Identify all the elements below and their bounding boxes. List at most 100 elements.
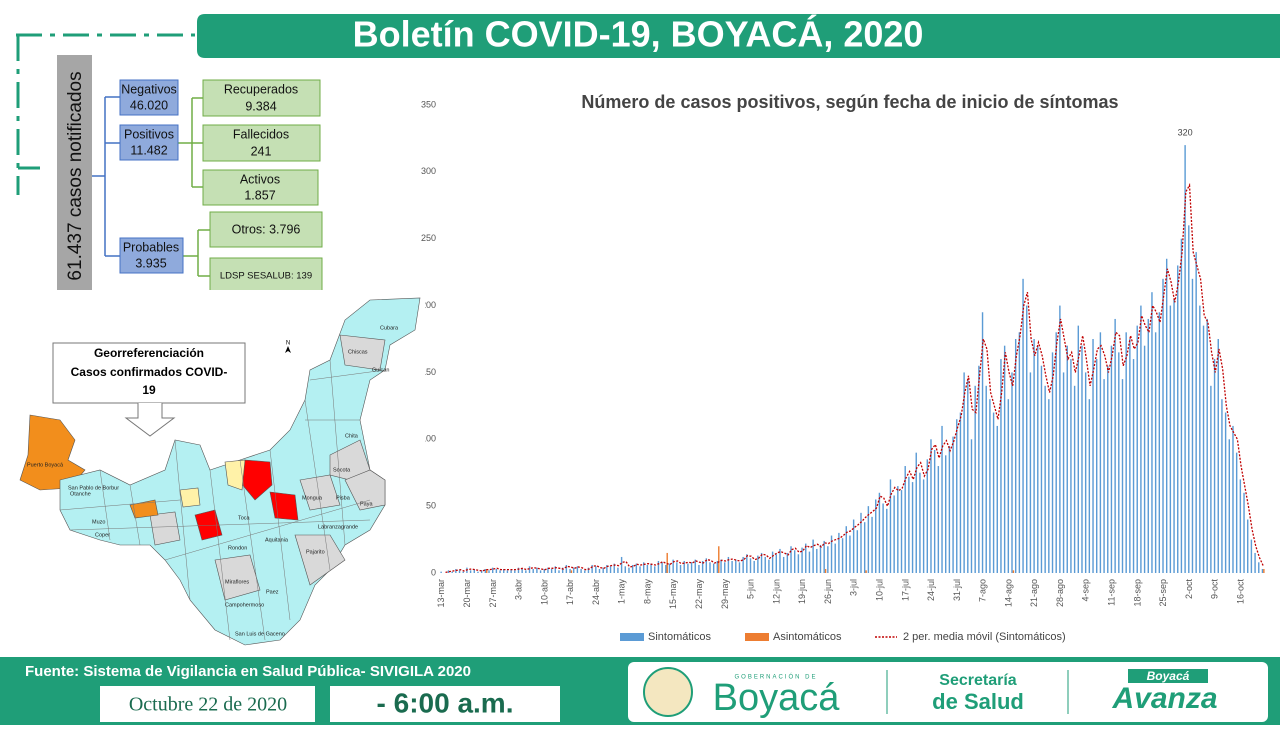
bar — [860, 512, 862, 573]
bar — [1051, 352, 1054, 573]
map-label: Rondon — [228, 545, 247, 551]
map-region — [224, 459, 246, 491]
bar — [462, 571, 464, 573]
bar — [1169, 305, 1172, 573]
bar — [937, 466, 940, 573]
bar — [654, 566, 656, 573]
bar — [959, 412, 962, 573]
bar — [735, 559, 737, 573]
y-tick-label: 200 — [421, 300, 436, 310]
legend-swatch — [745, 633, 769, 641]
bar — [816, 548, 818, 573]
node-label: Activos — [240, 172, 280, 186]
y-tick-label: 300 — [421, 166, 436, 176]
bar — [1206, 318, 1208, 573]
bar — [1136, 325, 1138, 573]
bar — [642, 562, 645, 573]
bar — [819, 544, 822, 573]
map-callout — [52, 342, 246, 404]
bar — [666, 552, 668, 573]
x-tick-label: 29-may — [720, 579, 730, 610]
bar — [1221, 399, 1223, 573]
bar — [1258, 562, 1260, 573]
bar — [1037, 345, 1039, 573]
x-tick-label: 24-abr — [591, 579, 601, 605]
bar — [554, 566, 557, 573]
bar — [1029, 372, 1032, 573]
bar — [996, 425, 998, 573]
x-tick-label: 7-ago — [978, 579, 988, 602]
node-box — [209, 257, 323, 294]
node-box — [202, 79, 321, 117]
bar — [690, 562, 693, 573]
bar — [926, 459, 929, 573]
map-label: Guican — [372, 367, 389, 373]
footer-source: Fuente: Sistema de Vigilancia en Salud P… — [25, 663, 471, 680]
bar — [503, 568, 505, 573]
map-label: San Luis de Gaceno — [235, 631, 285, 637]
bar — [915, 452, 917, 573]
bar — [609, 566, 612, 573]
map-label: Campohermoso — [225, 602, 264, 608]
x-tick-label: 14-ago — [1003, 579, 1013, 607]
x-tick-label: 19-jun — [797, 579, 807, 604]
bar — [1263, 568, 1265, 573]
bar — [484, 568, 487, 573]
map-borders — [59, 359, 386, 641]
bar — [458, 570, 461, 573]
bar — [1026, 305, 1028, 573]
map-label: Miraflores — [225, 579, 249, 585]
bar — [1254, 552, 1256, 573]
logo-sec: Secretaría — [939, 672, 1016, 689]
bar — [1224, 412, 1227, 573]
bar — [1232, 425, 1234, 573]
bar — [865, 570, 867, 573]
bar — [1066, 345, 1068, 573]
bar — [1081, 345, 1083, 573]
bar — [1099, 332, 1102, 573]
node-value: 9.384 — [245, 99, 276, 113]
bar — [486, 568, 488, 573]
bar — [1110, 345, 1113, 573]
bar — [716, 560, 719, 573]
legend-label: Sintomáticos — [648, 631, 711, 643]
bar — [650, 563, 652, 573]
bar — [1132, 359, 1135, 573]
bar — [967, 379, 969, 573]
y-tick-label: 50 — [426, 501, 436, 511]
bar — [1177, 265, 1179, 573]
x-tick-label: 10-abr — [539, 579, 549, 605]
bar — [945, 455, 947, 573]
bar — [631, 564, 634, 573]
bar — [720, 559, 722, 573]
bar — [499, 570, 501, 573]
chart-title: Número de casos positivos, según fecha d… — [581, 92, 1118, 112]
bar — [805, 543, 807, 573]
x-tick-label: 13-mar — [436, 579, 446, 608]
bar — [639, 566, 641, 573]
bar — [731, 560, 733, 573]
x-tick-label: 26-jun — [823, 579, 833, 604]
legend-label: Asintomáticos — [773, 631, 842, 643]
bar — [606, 564, 608, 573]
map-title: Casos confirmados COVID- — [71, 365, 228, 379]
bar — [1088, 399, 1091, 573]
bar — [469, 570, 472, 573]
y-tick-label: 150 — [421, 367, 436, 377]
bar — [978, 365, 980, 573]
bar — [1199, 305, 1201, 573]
bar — [886, 508, 888, 573]
x-tick-label: 3-jul — [849, 579, 859, 596]
bar — [1140, 305, 1142, 573]
bar — [889, 479, 892, 573]
bar — [727, 556, 730, 573]
x-tick-label: 31-jul — [952, 579, 962, 601]
x-tick-label: 3-abr — [514, 579, 524, 600]
bar — [823, 540, 825, 573]
bar — [1018, 332, 1021, 573]
bar — [694, 559, 696, 573]
bar — [878, 492, 881, 573]
bar — [911, 482, 914, 573]
bar — [933, 449, 936, 573]
